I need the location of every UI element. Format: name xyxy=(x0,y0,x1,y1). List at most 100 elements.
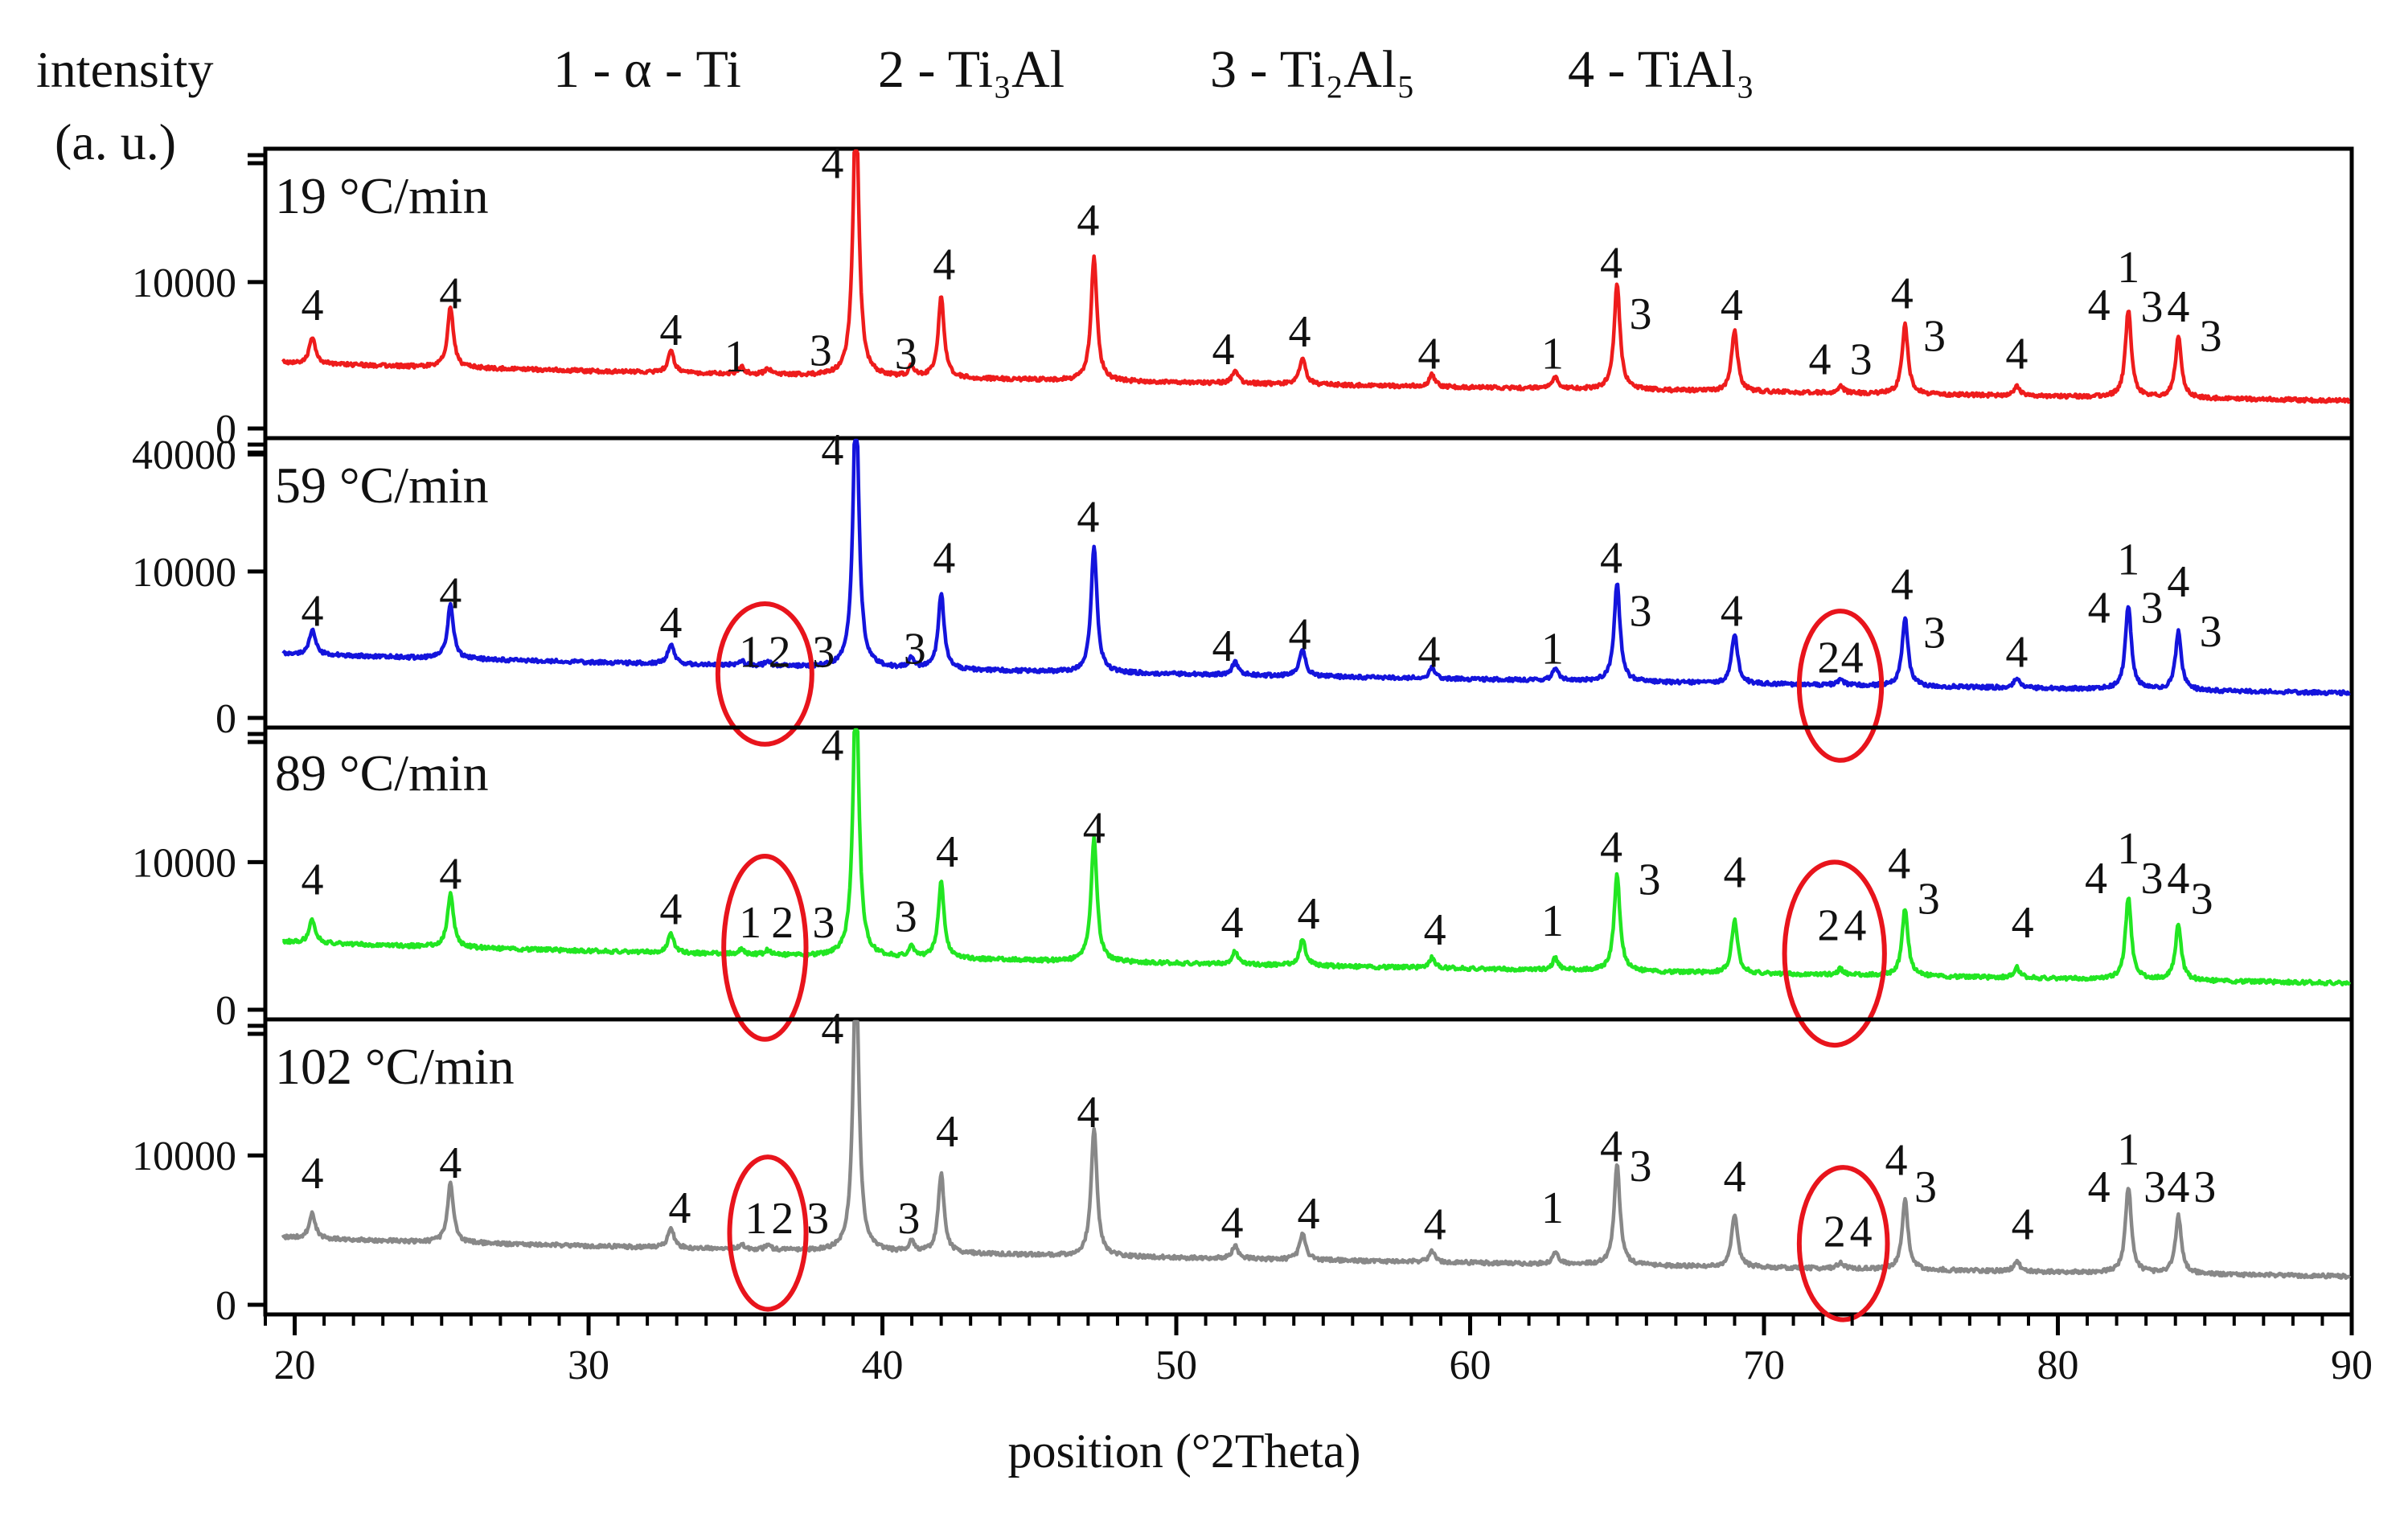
peak-phase-label: 3 xyxy=(2193,1162,2216,1212)
peak-phase-label: 3 xyxy=(904,625,926,674)
panel-frame xyxy=(263,1017,2354,1317)
peak-phase-label: 4 xyxy=(1891,269,1914,319)
peak-phase-label: 4 xyxy=(1891,560,1914,609)
x-tick-label: 40 xyxy=(862,1343,904,1388)
x-tick-label: 50 xyxy=(1155,1343,1197,1388)
peak-phase-label: 3 xyxy=(1918,875,1940,925)
peak-phase-label: 4 xyxy=(1600,1122,1622,1172)
y-tick-label: 10000 xyxy=(132,1134,236,1179)
peak-phase-label: 4 xyxy=(1298,1189,1320,1239)
peak-phase-label: 4 xyxy=(821,425,843,475)
highlight-ellipse xyxy=(1796,1165,1890,1322)
peak-phase-label: 3 xyxy=(2140,584,2163,633)
peak-phase-label: 4 xyxy=(439,1138,461,1188)
peak-phase-label: 4 xyxy=(659,884,682,934)
peak-phase-label: 4 xyxy=(821,139,843,189)
peak-phase-label: 4 xyxy=(2167,557,2189,607)
peak-phase-label: 4 xyxy=(2012,1199,2034,1249)
y-tick-label: 0 xyxy=(215,696,236,742)
peak-phase-label: 1 xyxy=(1541,896,1564,946)
peak-phase-label: 2 xyxy=(1817,633,1840,683)
peak-phase-label: 3 xyxy=(895,892,917,942)
peak-phase-label: 3 xyxy=(2191,875,2213,925)
xrd-trace xyxy=(281,728,2352,987)
peak-phase-label: 1 xyxy=(739,898,761,948)
y-tick-label: 10000 xyxy=(132,260,236,306)
peak-phase-label: 1 xyxy=(1541,329,1564,379)
peak-phase-label: 4 xyxy=(1212,621,1235,671)
peak-phase-label: 2 xyxy=(771,1194,794,1244)
peak-phase-label: 4 xyxy=(1289,609,1311,659)
peak-phase-label: 4 xyxy=(301,855,323,905)
y-tick-label: 0 xyxy=(215,1283,236,1329)
peak-phase-label: 4 xyxy=(659,305,682,355)
peak-phase-label: 4 xyxy=(1424,905,1446,955)
peak-phase-label: 3 xyxy=(1630,586,1652,636)
peak-phase-label: 4 xyxy=(933,534,955,584)
peak-phase-label: 4 xyxy=(2167,1162,2189,1212)
peak-phase-label: 4 xyxy=(2005,329,2028,379)
peak-phase-label: 4 xyxy=(2167,282,2189,332)
peak-phase-label: 3 xyxy=(895,329,917,379)
xrd-trace xyxy=(281,149,2351,404)
peak-phase-label: 1 xyxy=(2117,535,2139,585)
peak-phase-label: 4 xyxy=(301,1149,323,1199)
peak-phase-label: 4 xyxy=(1424,1199,1446,1249)
y-tick-label: 0 xyxy=(215,988,236,1034)
peak-phase-label: 4 xyxy=(1077,493,1099,543)
legend: 1 - α - Ti 2 - Ti₃Al 3 - Ti₂Al₅ 4 - TiAl… xyxy=(553,40,1754,99)
peak-phase-label: 4 xyxy=(2005,627,2028,677)
peak-phase-label: 1 xyxy=(739,627,761,677)
x-axis-label: position (°2Theta) xyxy=(1008,1425,1361,1478)
peak-phase-label: 4 xyxy=(1417,329,1440,379)
peak-phase-label: 4 xyxy=(1885,1135,1907,1185)
peak-phase-label: 3 xyxy=(2200,607,2222,657)
peak-phase-label: 2 xyxy=(769,627,791,677)
peak-phase-label: 3 xyxy=(812,627,835,677)
xrd-trace xyxy=(281,438,2351,697)
peak-phase-label: 1 xyxy=(2117,824,2139,874)
peak-phase-label: 4 xyxy=(1721,586,1743,636)
peak-phase-label: 4 xyxy=(439,849,461,899)
legend-entry-ti3al: 2 - Ti₃Al xyxy=(878,40,1065,99)
peak-phase-label: 3 xyxy=(806,1194,829,1244)
peak-phase-label: 3 xyxy=(1630,289,1652,339)
x-tick-label: 60 xyxy=(1450,1343,1491,1388)
peak-phase-label: 1 xyxy=(745,1194,767,1244)
peak-phase-label: 4 xyxy=(1600,822,1622,872)
y-tick-label: 10000 xyxy=(132,550,236,596)
peak-phase-label: 1 xyxy=(1541,625,1564,674)
peak-phase-label: 4 xyxy=(1220,898,1243,948)
y-tick-label: 0 xyxy=(215,407,236,453)
peak-phase-label: 4 xyxy=(1417,627,1440,677)
peak-phase-label: 1 xyxy=(724,332,747,382)
peak-phase-label: 4 xyxy=(2167,854,2189,904)
peak-phase-label: 3 xyxy=(2140,854,2163,904)
peak-phase-label: 4 xyxy=(668,1183,691,1233)
peak-phase-label: 4 xyxy=(1077,196,1099,246)
peak-phase-label: 3 xyxy=(2200,311,2222,361)
peak-phase-label: 3 xyxy=(1850,335,1873,385)
x-tick-label: 70 xyxy=(1743,1343,1785,1388)
peak-phase-label: 4 xyxy=(2012,898,2034,948)
peak-phase-label: 4 xyxy=(936,1107,958,1157)
peak-phase-label: 4 xyxy=(301,586,323,636)
peak-phase-label: 4 xyxy=(821,1004,843,1054)
y-axis-label-line2: (a. u.) xyxy=(55,113,176,170)
peak-phase-label: 4 xyxy=(1841,633,1864,683)
legend-entry-alpha-ti: 1 - α - Ti xyxy=(553,40,741,99)
xrd-trace xyxy=(281,1019,2352,1281)
x-tick-label: 20 xyxy=(274,1343,316,1388)
peak-phase-label: 4 xyxy=(1212,325,1235,375)
panel-rate-label: 59 °C/min xyxy=(275,457,489,514)
peak-phase-label: 4 xyxy=(1808,335,1831,385)
peak-phase-label: 3 xyxy=(1630,1142,1652,1191)
peak-phase-label: 3 xyxy=(1923,609,1946,658)
peak-phase-label: 4 xyxy=(1723,848,1745,898)
peak-phase-label: 3 xyxy=(1923,311,1946,361)
peak-phase-label: 4 xyxy=(2088,584,2111,633)
x-axis: 20 30 40 50 60 70 80 90 xyxy=(264,1314,2373,1388)
peak-phase-label: 3 xyxy=(1914,1162,1937,1212)
